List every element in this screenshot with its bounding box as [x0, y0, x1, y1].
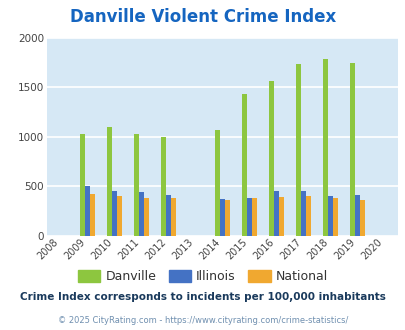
Legend: Danville, Illinois, National: Danville, Illinois, National [72, 265, 333, 288]
Bar [90, 194, 94, 236]
Bar [165, 195, 170, 236]
Bar [80, 134, 85, 236]
Bar [160, 137, 165, 236]
Bar [251, 198, 256, 236]
Bar [224, 200, 229, 236]
Bar [359, 200, 364, 236]
Bar [305, 196, 310, 236]
Text: © 2025 CityRating.com - https://www.cityrating.com/crime-statistics/: © 2025 CityRating.com - https://www.city… [58, 316, 347, 325]
Text: Danville Violent Crime Index: Danville Violent Crime Index [70, 8, 335, 26]
Bar [354, 195, 359, 236]
Bar [300, 191, 305, 236]
Bar [322, 59, 327, 236]
Bar [220, 199, 224, 236]
Text: Crime Index corresponds to incidents per 100,000 inhabitants: Crime Index corresponds to incidents per… [20, 292, 385, 302]
Bar [241, 94, 246, 236]
Bar [269, 81, 273, 236]
Bar [273, 191, 278, 236]
Bar [139, 192, 143, 236]
Bar [278, 197, 283, 236]
Bar [295, 64, 300, 236]
Bar [116, 196, 121, 236]
Bar [111, 191, 116, 236]
Bar [332, 198, 337, 236]
Bar [215, 130, 220, 236]
Bar [143, 198, 148, 236]
Bar [349, 63, 354, 236]
Bar [134, 135, 139, 236]
Bar [107, 127, 111, 236]
Bar [170, 198, 175, 236]
Bar [246, 198, 251, 236]
Bar [327, 196, 332, 236]
Bar [85, 186, 90, 236]
